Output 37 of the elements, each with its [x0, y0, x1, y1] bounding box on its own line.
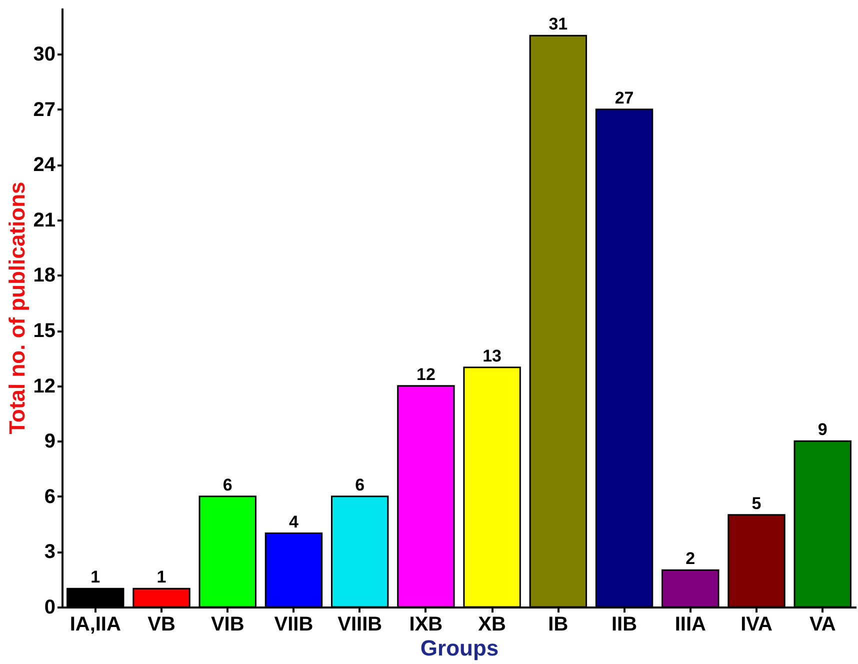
data-label: 5: [752, 494, 762, 513]
data-label: 2: [686, 549, 696, 568]
x-tick-label: VIB: [210, 614, 244, 636]
x-tick-label: VIIIB: [338, 614, 382, 636]
y-tick-label: 12: [33, 375, 56, 398]
x-tick-label: IB: [548, 614, 568, 636]
y-tick-label: 21: [33, 209, 56, 232]
y-tick-label: 6: [44, 486, 56, 508]
x-tick-label: IIIA: [674, 614, 706, 636]
x-tick-label: IVA: [740, 614, 772, 636]
x-tick-label: XB: [478, 614, 506, 636]
x-tick-label: VIIB: [274, 614, 314, 636]
y-tick-label: 24: [33, 154, 56, 176]
x-tick-label: IA,IIA: [70, 614, 121, 636]
data-label: 6: [355, 475, 365, 494]
x-tick-label: VA: [809, 614, 836, 636]
y-tick-label: 18: [33, 264, 56, 287]
y-tick-label: 3: [44, 541, 56, 564]
data-label: 13: [482, 346, 502, 366]
data-label: 12: [416, 364, 436, 384]
y-tick-label: 27: [33, 98, 56, 121]
data-label: 6: [222, 475, 232, 494]
data-label: 27: [614, 88, 634, 108]
data-label: 1: [156, 568, 166, 587]
y-tick-label: 30: [33, 44, 56, 66]
y-tick-label: 0: [44, 596, 56, 618]
y-tick-label: 15: [33, 320, 56, 342]
x-tick-label: IXB: [409, 614, 443, 636]
x-axis-title: Groups: [420, 636, 499, 660]
data-label: 4: [288, 512, 299, 532]
y-axis-title: Total no. of publications: [4, 182, 30, 434]
x-tick-label: VB: [148, 614, 176, 636]
x-tick-label: IIB: [612, 614, 638, 636]
y-tick-label: 9: [44, 430, 56, 453]
data-label: 31: [548, 14, 568, 34]
data-label: 9: [818, 420, 828, 440]
data-label: 1: [90, 568, 100, 587]
